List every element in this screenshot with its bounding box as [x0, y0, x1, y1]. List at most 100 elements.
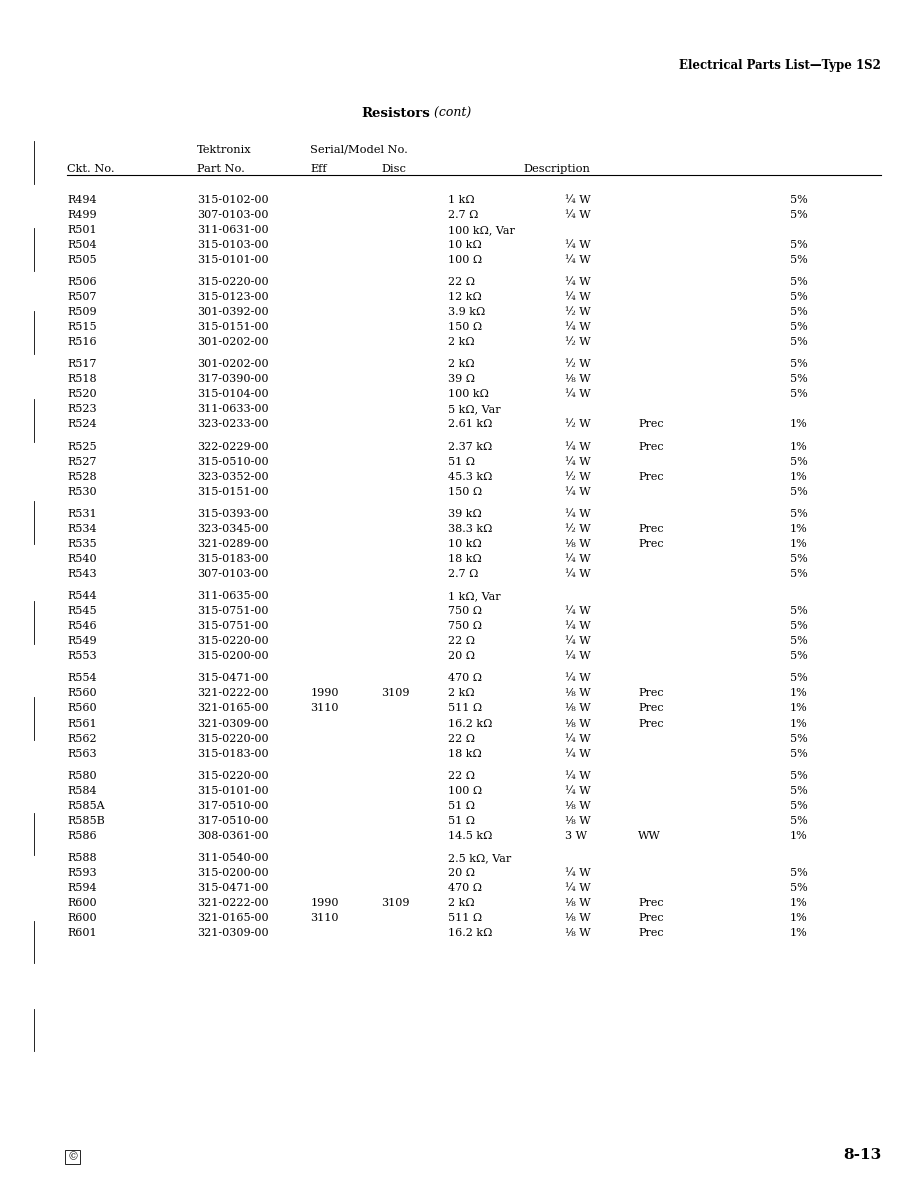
Text: ¼ W: ¼ W — [565, 733, 591, 744]
Text: R580: R580 — [67, 771, 96, 781]
Text: 315-0183-00: 315-0183-00 — [197, 748, 269, 759]
Text: 22 Ω: 22 Ω — [448, 771, 475, 781]
Text: 22 Ω: 22 Ω — [448, 733, 475, 744]
Text: (cont): (cont) — [430, 107, 471, 120]
Text: 1990: 1990 — [310, 689, 339, 699]
Text: WW: WW — [638, 830, 661, 841]
Text: 51 Ω: 51 Ω — [448, 456, 475, 467]
Text: 315-0200-00: 315-0200-00 — [197, 651, 269, 662]
Text: 5%: 5% — [790, 621, 808, 631]
Text: R507: R507 — [67, 292, 96, 302]
Text: Prec: Prec — [638, 524, 664, 533]
Text: R520: R520 — [67, 390, 96, 399]
Text: 5%: 5% — [790, 816, 808, 826]
Text: R531: R531 — [67, 508, 96, 519]
Text: ½ W: ½ W — [565, 524, 591, 533]
Text: 321-0309-00: 321-0309-00 — [197, 719, 269, 728]
Text: 5%: 5% — [790, 210, 808, 220]
Text: 1%: 1% — [790, 914, 808, 923]
Text: R499: R499 — [67, 210, 96, 220]
Text: 315-0471-00: 315-0471-00 — [197, 674, 269, 683]
Text: 315-0104-00: 315-0104-00 — [197, 390, 269, 399]
Text: 315-0102-00: 315-0102-00 — [197, 195, 269, 204]
Text: ¼ W: ¼ W — [565, 554, 591, 564]
Text: 470 Ω: 470 Ω — [448, 674, 482, 683]
Text: 315-0101-00: 315-0101-00 — [197, 785, 269, 796]
Text: ¼ W: ¼ W — [565, 868, 591, 878]
Text: 5%: 5% — [790, 292, 808, 302]
Text: R515: R515 — [67, 322, 96, 333]
Text: 3109: 3109 — [381, 689, 409, 699]
Text: 315-0220-00: 315-0220-00 — [197, 637, 269, 646]
Text: ⅛ W: ⅛ W — [565, 801, 591, 810]
Text: 315-0751-00: 315-0751-00 — [197, 621, 269, 631]
Text: ½ W: ½ W — [565, 337, 591, 347]
Text: 150 Ω: 150 Ω — [448, 487, 482, 497]
Text: Prec: Prec — [638, 898, 664, 908]
Text: 5%: 5% — [790, 883, 808, 893]
Text: 1%: 1% — [790, 830, 808, 841]
Text: R600: R600 — [67, 914, 96, 923]
Text: 51 Ω: 51 Ω — [448, 801, 475, 810]
Text: R593: R593 — [67, 868, 96, 878]
Text: ¼ W: ¼ W — [565, 292, 591, 302]
Text: 3.9 kΩ: 3.9 kΩ — [448, 308, 486, 317]
Text: R528: R528 — [67, 472, 96, 481]
Text: 38.3 kΩ: 38.3 kΩ — [448, 524, 492, 533]
Text: ⅛ W: ⅛ W — [565, 539, 591, 549]
Text: 321-0222-00: 321-0222-00 — [197, 898, 269, 908]
Text: ©: © — [67, 1152, 78, 1162]
Text: 22 Ω: 22 Ω — [448, 637, 475, 646]
Text: 307-0103-00: 307-0103-00 — [197, 210, 269, 220]
Text: 2.7 Ω: 2.7 Ω — [448, 210, 478, 220]
Text: 321-0165-00: 321-0165-00 — [197, 703, 269, 714]
Text: R516: R516 — [67, 337, 96, 347]
Text: R506: R506 — [67, 277, 96, 287]
Text: 1%: 1% — [790, 472, 808, 481]
Text: R544: R544 — [67, 592, 96, 601]
Text: 5%: 5% — [790, 277, 808, 287]
Text: 5%: 5% — [790, 360, 808, 369]
Text: R509: R509 — [67, 308, 96, 317]
Text: ¼ W: ¼ W — [565, 255, 591, 265]
Text: 750 Ω: 750 Ω — [448, 621, 482, 631]
Text: 311-0631-00: 311-0631-00 — [197, 225, 269, 235]
Text: R523: R523 — [67, 404, 96, 415]
Text: R527: R527 — [67, 456, 96, 467]
Text: Part No.: Part No. — [197, 164, 245, 173]
Text: 3110: 3110 — [310, 914, 339, 923]
Text: 2.61 kΩ: 2.61 kΩ — [448, 419, 492, 430]
Text: ¼ W: ¼ W — [565, 487, 591, 497]
Text: 5%: 5% — [790, 487, 808, 497]
Text: Serial/Model No.: Serial/Model No. — [310, 145, 409, 154]
Text: Prec: Prec — [638, 703, 664, 714]
Text: ¼ W: ¼ W — [565, 637, 591, 646]
Text: 5%: 5% — [790, 637, 808, 646]
Text: ¼ W: ¼ W — [565, 442, 591, 451]
Text: ¼ W: ¼ W — [565, 456, 591, 467]
Text: ¼ W: ¼ W — [565, 883, 591, 893]
Text: 100 Ω: 100 Ω — [448, 255, 482, 265]
Text: 5%: 5% — [790, 390, 808, 399]
Text: Prec: Prec — [638, 539, 664, 549]
Text: R560: R560 — [67, 689, 96, 699]
Text: 39 Ω: 39 Ω — [448, 374, 475, 385]
Text: 2 kΩ: 2 kΩ — [448, 898, 475, 908]
Text: ¼ W: ¼ W — [565, 651, 591, 662]
Text: 470 Ω: 470 Ω — [448, 883, 482, 893]
Text: Electrical Parts List—Type 1S2: Electrical Parts List—Type 1S2 — [679, 59, 881, 72]
Text: 317-0510-00: 317-0510-00 — [197, 801, 269, 810]
Text: 10 kΩ: 10 kΩ — [448, 539, 482, 549]
Text: 315-0510-00: 315-0510-00 — [197, 456, 269, 467]
Text: 2 kΩ: 2 kΩ — [448, 337, 475, 347]
Text: R561: R561 — [67, 719, 96, 728]
Text: 39 kΩ: 39 kΩ — [448, 508, 482, 519]
Text: 311-0635-00: 311-0635-00 — [197, 592, 269, 601]
Text: 22 Ω: 22 Ω — [448, 277, 475, 287]
Text: 18 kΩ: 18 kΩ — [448, 554, 482, 564]
Text: R600: R600 — [67, 898, 96, 908]
Text: 323-0352-00: 323-0352-00 — [197, 472, 269, 481]
Text: R588: R588 — [67, 853, 96, 862]
Text: ¼ W: ¼ W — [565, 390, 591, 399]
Text: 18 kΩ: 18 kΩ — [448, 748, 482, 759]
